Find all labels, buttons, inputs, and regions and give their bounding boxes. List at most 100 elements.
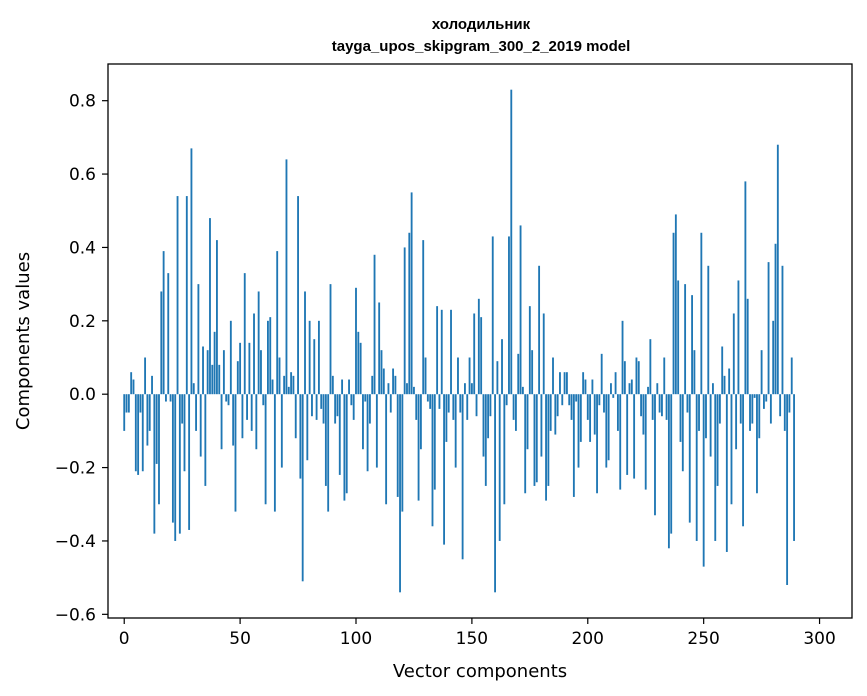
bar [308, 320, 311, 395]
bar [155, 394, 158, 464]
bar [331, 375, 334, 395]
bar [517, 353, 520, 395]
y-tick-label: −0.2 [55, 459, 96, 479]
bar [575, 394, 578, 402]
bar [408, 232, 411, 395]
bar [454, 394, 457, 468]
bar [501, 339, 503, 395]
bar [480, 317, 483, 395]
x-tick-label: 300 [803, 629, 835, 649]
bar [348, 379, 350, 395]
bar [589, 394, 592, 442]
bar [672, 232, 675, 395]
bar [209, 218, 211, 395]
bar [707, 265, 710, 395]
bar [586, 394, 589, 420]
bar [698, 394, 700, 431]
y-tick-label: −0.4 [55, 532, 96, 552]
bar [584, 379, 587, 395]
bar [679, 394, 682, 442]
bar [450, 309, 452, 395]
bar [753, 394, 756, 398]
bar [389, 394, 392, 413]
bar [654, 394, 656, 516]
bar [306, 394, 309, 461]
bar [505, 394, 508, 406]
bar [248, 342, 251, 395]
bar [790, 357, 793, 395]
bar [394, 375, 397, 395]
bar [250, 394, 253, 431]
bar [556, 394, 559, 417]
bar [484, 394, 487, 486]
bar [744, 181, 747, 395]
bar [403, 247, 406, 395]
bar [415, 394, 418, 420]
bar [542, 313, 545, 395]
bar [776, 144, 779, 395]
bar [728, 368, 731, 395]
bar [264, 394, 267, 505]
bar [709, 394, 712, 457]
bar [368, 394, 371, 424]
bar [519, 225, 522, 395]
bar [167, 273, 170, 395]
bar [141, 394, 144, 472]
bar [714, 394, 717, 541]
bar [436, 306, 439, 395]
bar [730, 394, 733, 505]
bar [545, 394, 547, 501]
bar [171, 394, 174, 523]
bar [552, 357, 554, 395]
bar [350, 394, 353, 406]
bar [280, 394, 283, 468]
bar [445, 394, 448, 442]
bar [190, 148, 193, 395]
y-tick-label: −0.6 [55, 605, 96, 625]
chart-subtitle: tayga_upos_skipgram_300_2_2019 model [332, 38, 631, 55]
bar [139, 394, 142, 413]
bar [178, 394, 181, 534]
bar [204, 394, 207, 486]
bar [357, 331, 360, 395]
bar [447, 394, 450, 413]
bar [732, 313, 735, 395]
y-tick-label: 0.2 [69, 312, 96, 332]
bar [693, 350, 696, 395]
bar [725, 394, 728, 552]
bar [533, 394, 536, 486]
bar [468, 357, 471, 395]
bar [160, 291, 163, 395]
bar [364, 394, 367, 402]
bar [705, 394, 707, 439]
bar [206, 350, 209, 395]
bars-group [123, 89, 795, 593]
bar [406, 383, 408, 395]
bar [278, 357, 281, 395]
bar [123, 394, 126, 431]
bar [362, 394, 364, 450]
bar [477, 298, 480, 395]
bar [579, 394, 582, 442]
bar [626, 394, 629, 475]
bar [225, 394, 228, 402]
bar [125, 394, 128, 413]
bar [322, 394, 325, 424]
bar [378, 302, 381, 395]
bar [591, 379, 594, 395]
bar [271, 379, 274, 395]
bar [399, 394, 401, 593]
bar [572, 394, 575, 497]
y-axis-label: Components values [13, 252, 34, 430]
bar [297, 196, 299, 395]
bar [767, 262, 770, 395]
bar [352, 394, 355, 420]
bar [127, 394, 130, 413]
bar [554, 394, 557, 435]
bar [359, 342, 362, 395]
bar [716, 394, 719, 486]
bar [197, 284, 200, 395]
bar [667, 394, 670, 549]
bar [292, 375, 295, 395]
bar [686, 394, 689, 413]
